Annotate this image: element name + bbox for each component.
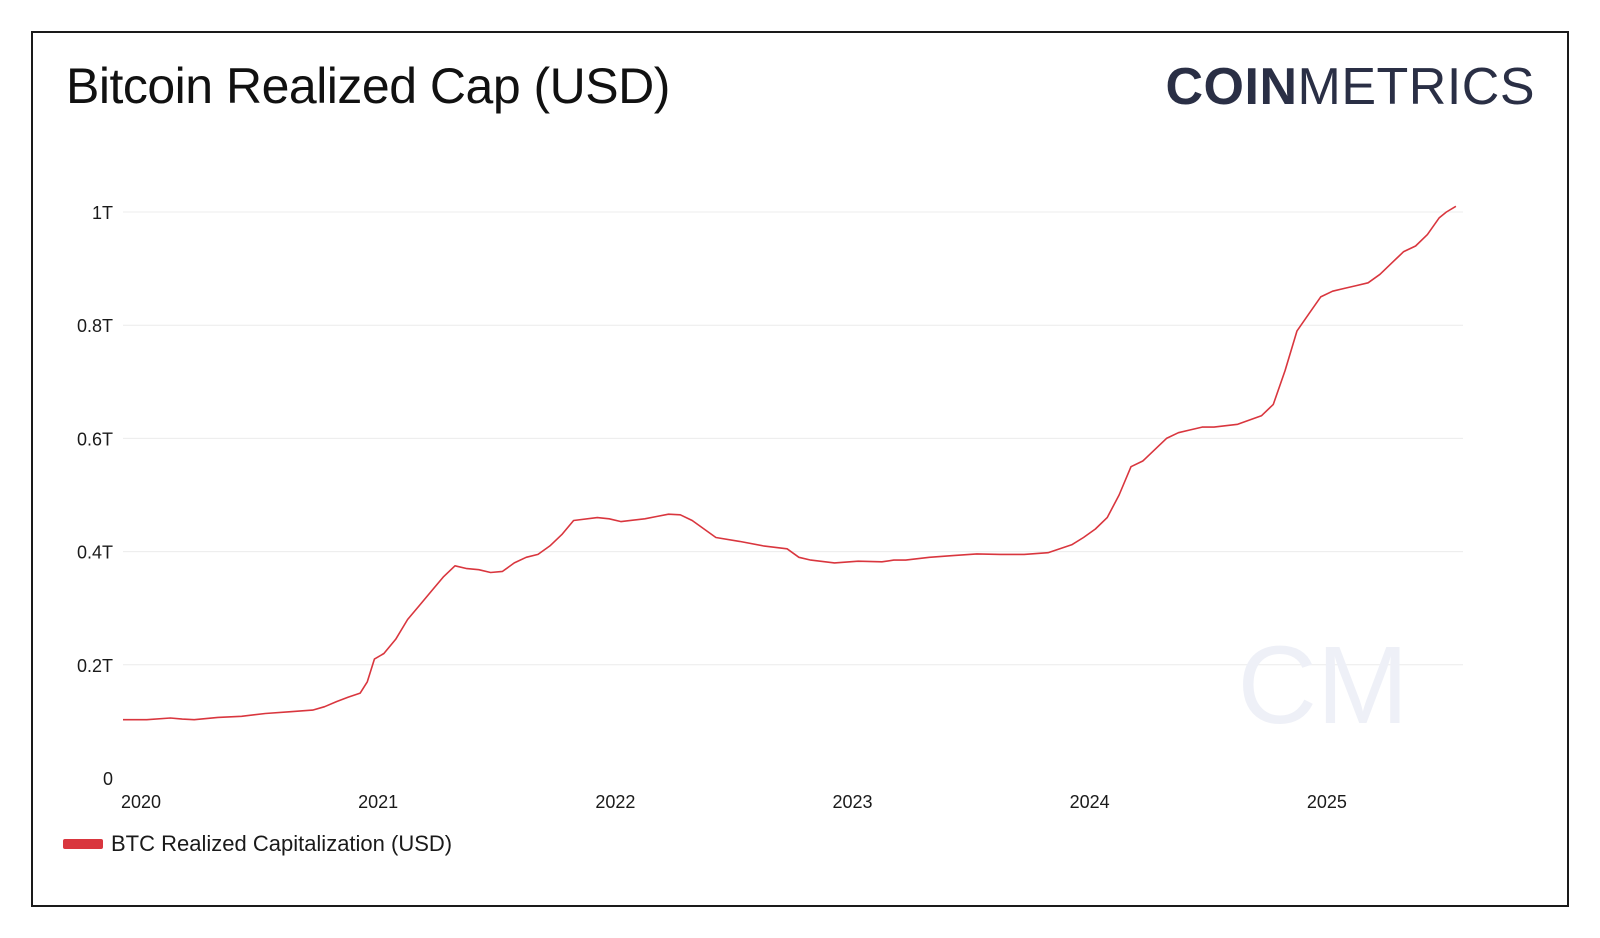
y-tick-label: 0.2T [77, 656, 113, 676]
y-tick-label: 0.4T [77, 543, 113, 563]
legend-label: BTC Realized Capitalization (USD) [111, 831, 453, 856]
x-tick-label: 2024 [1070, 792, 1110, 812]
x-tick-label: 2022 [595, 792, 635, 812]
y-tick-label: 0.8T [77, 316, 113, 336]
legend-swatch [63, 839, 103, 849]
x-tick-label: 2025 [1307, 792, 1347, 812]
y-tick-label: 1T [92, 203, 113, 223]
grid-layer [123, 211, 1463, 666]
logo-light-text: METRICS [1297, 58, 1535, 116]
coinmetrics-logo: COINMETRICS [1166, 57, 1536, 117]
legend[interactable]: BTC Realized Capitalization (USD) [63, 831, 452, 857]
y-axis-ticks: 0 0.2T 0.4T 0.6T 0.8T 1T [77, 203, 113, 789]
y-tick-label: 0.6T [77, 429, 113, 449]
chart-title: Bitcoin Realized Cap (USD) [66, 58, 670, 114]
watermark-logo: CM [1237, 624, 1408, 747]
y-tick-label: 0 [103, 769, 113, 789]
chart-frame: Bitcoin Realized Cap (USD) COINMETRICS C… [31, 31, 1569, 907]
x-tick-label: 2021 [358, 792, 398, 812]
x-tick-label: 2020 [121, 792, 161, 812]
series-line-btc-realized-cap [123, 205, 1457, 721]
x-axis-ticks: 2020 2021 2022 2023 2024 2025 [121, 792, 1347, 812]
logo-bold-text: COIN [1165, 58, 1298, 116]
x-tick-label: 2023 [832, 792, 872, 812]
